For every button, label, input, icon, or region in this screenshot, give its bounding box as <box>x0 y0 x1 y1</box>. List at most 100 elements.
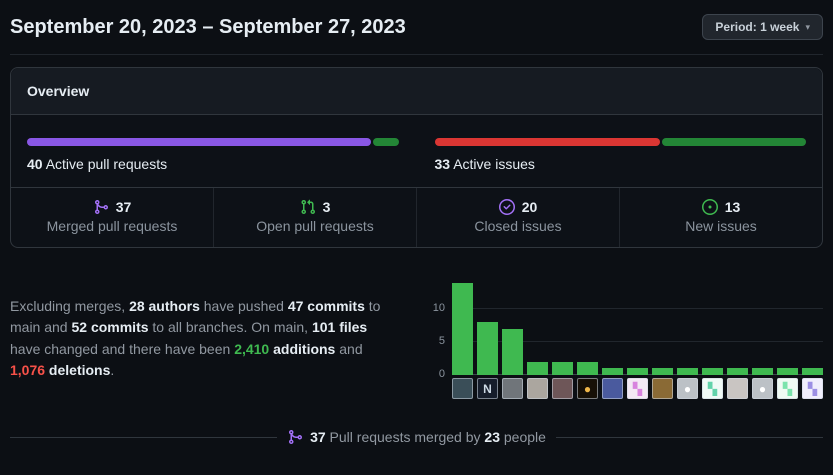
closed-issues-segment <box>434 138 660 146</box>
contributor-avatar[interactable]: ▚ <box>802 378 823 399</box>
commit-count-bar[interactable] <box>802 368 823 375</box>
commit-count-bar[interactable] <box>477 322 498 375</box>
commit-count-bar[interactable] <box>677 368 698 375</box>
header-divider <box>10 54 823 55</box>
contributor-avatar[interactable]: N <box>477 378 498 399</box>
activity-summary-text: Excluding merges, 28 authors have pushed… <box>10 276 400 399</box>
closed-issues-label: Closed issues <box>474 218 562 234</box>
commit-count-bar[interactable] <box>452 282 473 375</box>
summary-segment: . <box>110 361 115 378</box>
open-pull-requests-segment <box>372 138 399 146</box>
active-issues-count: 33 <box>434 156 451 172</box>
commit-count-bar[interactable] <box>602 368 623 375</box>
commit-count-bar[interactable] <box>727 368 748 375</box>
main-content: Excluding merges, 28 authors have pushed… <box>10 276 823 399</box>
open-pull-requests-count: 3 <box>322 199 331 215</box>
overview-panel: Overview 40 Active pull requests 33 Acti… <box>10 67 823 248</box>
summary-segment: to main and <box>10 298 381 336</box>
footer-divider-right <box>555 436 823 438</box>
commit-count-bar[interactable] <box>702 368 723 375</box>
active-pull-requests-count: 40 <box>27 156 43 172</box>
footer-segment: people <box>499 429 546 445</box>
activity-bars-row: 40 Active pull requests 33 Active issues <box>11 115 822 187</box>
commit-count-bar[interactable] <box>752 368 773 375</box>
contributor-avatar[interactable]: ● <box>577 378 598 399</box>
commit-count-bar[interactable] <box>652 368 673 375</box>
merged-pull-requests-segment <box>27 138 371 146</box>
contributor-avatar[interactable] <box>527 378 548 399</box>
summary-deletions-word: deletions <box>45 361 111 378</box>
avatar-glyph: ● <box>758 381 767 396</box>
contributor-avatar[interactable]: ● <box>752 378 773 399</box>
pull-requests-progress-bar <box>27 138 399 146</box>
page-header: September 20, 2023 – September 27, 2023 … <box>10 10 823 40</box>
overview-stats-row: 37 Merged pull requests 3 Open pull requ… <box>11 187 822 247</box>
new-issues-stat[interactable]: 13 New issues <box>619 188 822 247</box>
contributor-avatar[interactable]: ▚ <box>702 378 723 399</box>
commit-count-bar[interactable] <box>552 361 573 375</box>
footer-text: 37 Pull requests merged by 23 people <box>310 429 546 445</box>
merged-pull-requests-stat[interactable]: 37 Merged pull requests <box>11 188 213 247</box>
open-pull-requests-label: Open pull requests <box>256 218 374 234</box>
period-select-button[interactable]: Period: 1 week ▾ <box>702 14 823 40</box>
git-pull-request-icon <box>301 199 315 215</box>
git-merge-icon <box>289 430 303 444</box>
summary-additions-count: 2,410 <box>234 340 270 357</box>
issue-closed-icon <box>498 199 515 215</box>
commit-count-bar[interactable] <box>502 328 523 375</box>
avatar-glyph: ▚ <box>782 381 793 396</box>
y-gridline <box>452 341 823 342</box>
y-axis-tick-label: 0 <box>438 368 445 380</box>
footer-segment: Pull requests merged by <box>325 429 485 445</box>
y-axis-tick-label: 10 <box>432 302 445 314</box>
avatar-glyph: ● <box>583 381 592 396</box>
bars-container <box>452 276 823 375</box>
issues-progress-bar <box>434 138 806 146</box>
active-issues-label: 33 Active issues <box>435 156 807 172</box>
period-select-label: Period: 1 week <box>715 20 800 34</box>
closed-issues-count: 20 <box>521 199 538 215</box>
commit-bar-chart-plot: 0 5 10 <box>433 276 823 380</box>
summary-authors: 28 authors <box>129 298 200 314</box>
footer-divider-left <box>10 436 278 438</box>
summary-segment: Excluding merges, <box>10 298 130 314</box>
summary-commits-all: 52 commits <box>71 319 149 336</box>
contributor-avatar[interactable] <box>602 378 623 399</box>
summary-files: 101 files <box>311 319 368 336</box>
commit-count-bar[interactable] <box>627 368 648 375</box>
avatar-glyph: N <box>483 381 492 396</box>
summary-segment: to all branches. On main, <box>148 319 312 336</box>
contributor-avatar[interactable] <box>502 378 523 399</box>
y-axis-tick-label: 5 <box>438 335 445 347</box>
summary-additions-word: additions <box>269 340 336 357</box>
active-issues-text: Active issues <box>450 156 535 172</box>
closed-issues-stat[interactable]: 20 Closed issues <box>416 188 619 247</box>
contributor-avatar[interactable]: ▚ <box>627 378 648 399</box>
footer-people-count: 23 <box>484 429 500 445</box>
summary-segment: and <box>335 340 363 357</box>
new-issues-label: New issues <box>685 218 757 234</box>
y-gridline <box>452 308 823 309</box>
summary-segment: have pushed <box>199 298 288 314</box>
page-title: September 20, 2023 – September 27, 2023 <box>10 15 406 38</box>
contributor-avatar[interactable] <box>652 378 673 399</box>
commits-per-author-chart: 0 5 10 N ● ▚ ● ▚ ● ▚ ▚ <box>426 276 823 399</box>
commit-count-bar[interactable] <box>527 361 548 375</box>
contributor-avatar[interactable] <box>452 378 473 399</box>
summary-segment: have changed and there have been <box>10 340 235 357</box>
commit-bar-chart-avatars: N ● ▚ ● ▚ ● ▚ ▚ <box>452 378 823 399</box>
contributor-avatar[interactable] <box>552 378 573 399</box>
merged-pull-requests-footer: 37 Pull requests merged by 23 people <box>10 429 823 445</box>
summary-commits-main: 47 commits <box>287 298 365 314</box>
avatar-glyph: ● <box>683 381 692 396</box>
footer-merged-count: 37 <box>310 429 326 445</box>
contributor-avatar[interactable]: ● <box>677 378 698 399</box>
contributor-avatar[interactable] <box>727 378 748 399</box>
chevron-down-icon: ▾ <box>805 21 810 32</box>
new-issues-count: 13 <box>724 199 741 215</box>
commit-count-bar[interactable] <box>777 368 798 375</box>
contributor-avatar[interactable]: ▚ <box>777 378 798 399</box>
active-pull-requests-label: 40 Active pull requests <box>27 156 399 172</box>
commit-count-bar[interactable] <box>577 361 598 375</box>
open-pull-requests-stat[interactable]: 3 Open pull requests <box>213 188 416 247</box>
